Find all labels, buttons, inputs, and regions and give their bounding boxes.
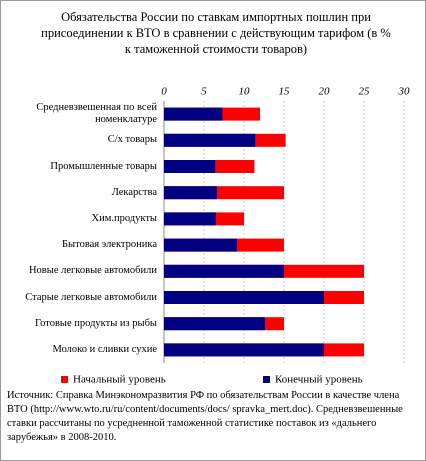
- bar: [164, 133, 256, 147]
- y-tick-label: Готовые продукты из рыбы: [35, 317, 157, 329]
- bar: [164, 291, 324, 304]
- bar: [164, 160, 216, 173]
- y-tick-label: Средневзвешенная по всей номенклатуре: [36, 102, 157, 126]
- x-tick-label: 25: [359, 86, 371, 98]
- bar: [164, 238, 237, 252]
- bar: [164, 212, 216, 226]
- legend-label: Начальный уровень: [73, 374, 166, 386]
- y-tick-label: Новые легковые автомобили: [28, 265, 157, 277]
- bar: [164, 343, 324, 357]
- bar: [164, 186, 217, 200]
- x-tick-label: 30: [398, 86, 411, 98]
- chart-title: Обязательства России по ставкам импортны…: [41, 10, 391, 56]
- x-tick-label: 20: [319, 86, 331, 98]
- bar: [164, 264, 284, 278]
- y-tick-label: Промышленные товары: [50, 160, 157, 172]
- source-note: Источник: Справка Минэкономразвития РФ п…: [7, 390, 403, 443]
- x-tick-label: 15: [279, 86, 291, 98]
- bar: [164, 107, 223, 121]
- x-tick-label: 0: [161, 86, 167, 98]
- y-tick-label: Бытовая электроника: [62, 239, 157, 251]
- y-tick-label: Молоко и сливки сухие: [52, 343, 158, 355]
- x-tick-label: 5: [201, 86, 207, 98]
- x-tick-label: 10: [239, 86, 251, 98]
- y-tick-label: С/х товары: [107, 134, 157, 146]
- y-tick-label: Старые легковые автомобили: [25, 291, 157, 303]
- bar: [164, 317, 265, 331]
- legend-label: Конечный уровень: [275, 374, 363, 386]
- y-tick-label: Лекарства: [111, 186, 157, 198]
- legend-swatch: [263, 376, 270, 383]
- legend-swatch: [61, 376, 68, 383]
- y-tick-label: Хим.продукты: [91, 212, 158, 224]
